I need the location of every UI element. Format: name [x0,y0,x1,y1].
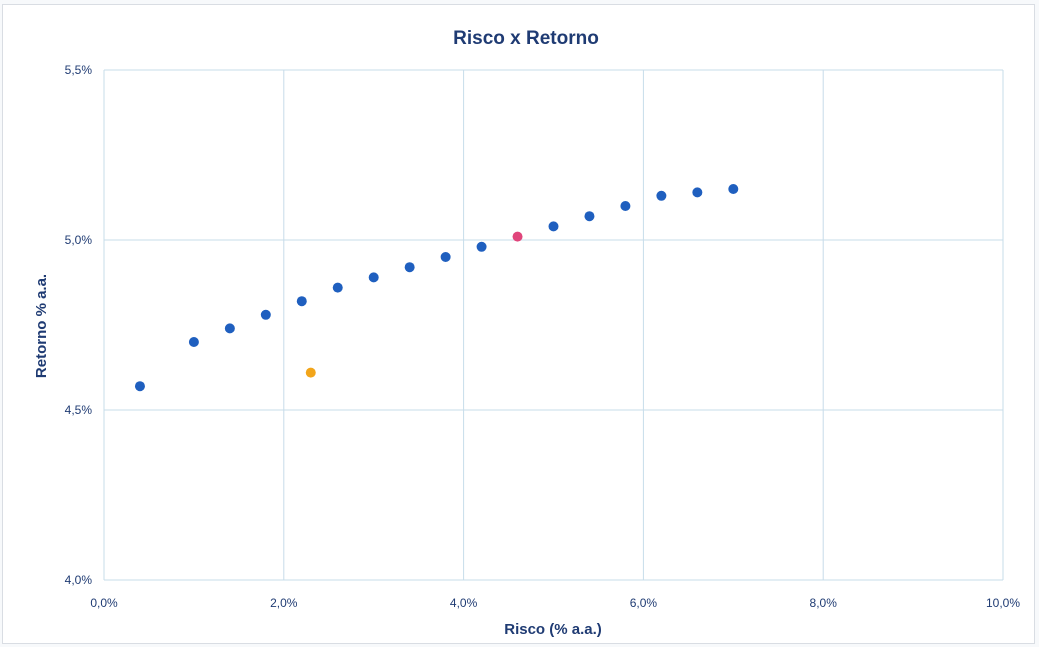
data-point [260,309,271,320]
x-tick-label: 4,0% [450,596,478,610]
data-point [692,187,703,198]
data-point [656,190,667,201]
chart-title: Risco x Retorno [453,28,599,49]
x-tick-label: 10,0% [986,596,1020,610]
data-point [404,262,415,273]
data-point [296,296,307,307]
x-axis-label: Risco (% a.a.) [504,621,602,638]
data-point [620,201,631,211]
data-point [584,211,595,222]
chart-frame [2,4,1035,644]
y-tick-label: 4,5% [65,403,93,417]
data-point [134,381,145,392]
data-point [224,323,235,334]
data-point [512,231,523,242]
grid [103,69,1004,581]
data-point [440,252,451,262]
data-point [548,221,559,232]
data-point [305,367,316,378]
x-tick-label: 8,0% [810,596,838,610]
y-axis-label: Retorno % a.a. [33,274,50,378]
data-point [476,241,487,252]
tick-labels: 0,0% 2,0% 4,0% 6,0% 8,0% 10,0% 4,0% 4,5% 5,0% 5,5… [65,63,1021,610]
data-point [188,337,199,347]
y-tick-label: 5,5% [65,63,93,77]
y-tick-label: 5,0% [65,233,93,247]
x-tick-label: 2,0% [270,596,298,610]
data-point [368,272,379,283]
y-tick-label: 4,0% [65,573,93,587]
x-tick-label: 0,0% [90,596,118,610]
x-tick-label: 6,0% [630,596,658,610]
data-points [134,184,739,392]
data-point [332,282,343,293]
data-point [728,184,739,194]
